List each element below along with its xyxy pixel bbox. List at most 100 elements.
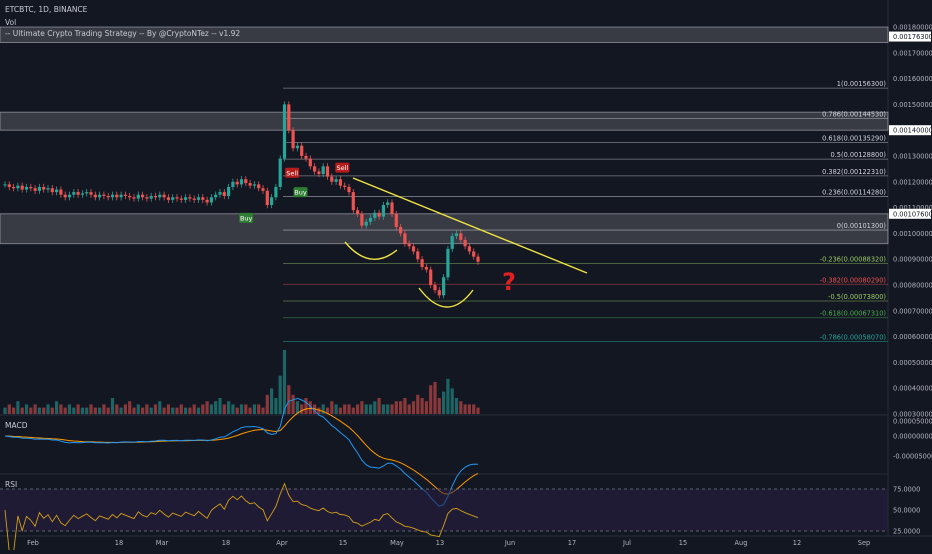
volume-bar-37 xyxy=(162,407,166,414)
volume-bar-7 xyxy=(33,404,37,414)
signal-label-2: Buy xyxy=(294,189,307,197)
rsi-tick-1: 50.0000 xyxy=(893,507,920,515)
volume-bar-10 xyxy=(46,404,50,414)
candle-body-38 xyxy=(166,197,170,200)
volume-bar-58 xyxy=(252,404,256,414)
candle-23 xyxy=(102,191,106,200)
candle-body-63 xyxy=(274,186,278,198)
volume-bar-8 xyxy=(37,407,41,414)
macd-line xyxy=(4,397,479,507)
candle-84 xyxy=(364,218,368,229)
candle-95 xyxy=(411,243,416,255)
volume-bar-45 xyxy=(196,407,201,414)
candle-body-14 xyxy=(63,194,67,198)
candle-32 xyxy=(141,191,145,201)
candle-body-51 xyxy=(222,192,226,196)
candle-body-71 xyxy=(308,158,312,167)
candle-88 xyxy=(381,201,385,220)
candle-body-55 xyxy=(239,179,244,185)
question-mark: ? xyxy=(502,268,516,296)
time-tick-12: Aug xyxy=(735,539,748,547)
fib-label-0: 1(0.00156300) xyxy=(837,80,886,88)
candle-body-97 xyxy=(420,259,424,267)
candle-5 xyxy=(24,183,29,193)
candle-25 xyxy=(110,191,115,201)
volume-bar-13 xyxy=(59,404,63,414)
time-tick-11: 15 xyxy=(679,539,687,547)
fib-label-11: -0.786(0.00058070) xyxy=(820,334,886,342)
candle-28 xyxy=(123,191,127,200)
candle-body-109 xyxy=(472,251,476,257)
volume-bar-47 xyxy=(205,401,209,414)
candle-46 xyxy=(201,194,205,203)
candle-12 xyxy=(55,186,59,196)
fib-label-5: 0.236(0.00114280) xyxy=(822,189,886,197)
candle-body-26 xyxy=(115,194,119,198)
macd-tick-2: -0.00005000 xyxy=(893,453,932,461)
candle-body-18 xyxy=(80,193,84,195)
volume-bar-33 xyxy=(145,404,149,414)
volume-bar-84 xyxy=(364,404,368,414)
volume-bar-39 xyxy=(171,407,175,414)
volume-bar-9 xyxy=(42,407,46,414)
candle-body-36 xyxy=(158,194,162,198)
candle-body-84 xyxy=(364,221,368,226)
volume-bar-21 xyxy=(93,407,97,414)
fib-label-7: -0.236(0.00088320) xyxy=(820,256,886,264)
candle-body-101 xyxy=(437,290,441,296)
volume-bar-95 xyxy=(411,401,416,414)
candle-body-50 xyxy=(218,192,222,195)
sell-signal-1: Sell xyxy=(285,167,300,178)
volume-bar-53 xyxy=(231,404,235,414)
volume-bar-38 xyxy=(166,404,170,414)
candle-35 xyxy=(153,192,158,201)
candle-48 xyxy=(209,194,213,206)
volume-bar-16 xyxy=(72,407,76,414)
candle-body-107 xyxy=(463,239,467,247)
candles xyxy=(3,101,480,299)
time-tick-6: May xyxy=(390,539,404,547)
candle-109 xyxy=(472,248,476,260)
volume-bar-102 xyxy=(442,391,446,414)
volume-bar-36 xyxy=(158,401,162,414)
candle-81 xyxy=(351,189,355,214)
candle-100 xyxy=(433,281,437,294)
volume-bar-73 xyxy=(317,407,321,414)
candle-body-45 xyxy=(196,197,201,200)
volume-bar-110 xyxy=(476,407,480,414)
volume-bar-34 xyxy=(149,407,153,414)
signal-label-0: Buy xyxy=(240,214,253,222)
volume-bar-90 xyxy=(390,404,394,414)
price-tick-10: 0.00080000 xyxy=(893,282,932,290)
zone-0 xyxy=(0,26,889,43)
candle-39 xyxy=(171,194,175,203)
volume-bar-99 xyxy=(429,385,433,414)
volume-bar-69 xyxy=(300,404,304,414)
volume-bar-74 xyxy=(321,404,325,414)
volume-bar-0 xyxy=(3,407,7,414)
candle-61 xyxy=(265,187,269,209)
volume-bar-35 xyxy=(153,404,158,414)
candle-86 xyxy=(373,209,377,222)
volume-bar-28 xyxy=(123,404,127,414)
candle-body-40 xyxy=(175,197,179,199)
candle-19 xyxy=(85,189,89,197)
candle-body-57 xyxy=(248,183,252,186)
candle-21 xyxy=(93,191,97,201)
volume-bar-78 xyxy=(338,407,342,414)
candle-34 xyxy=(149,192,153,202)
price-tick-0: 0.00180000 xyxy=(893,24,932,32)
candle-body-49 xyxy=(214,194,218,198)
volume-bar-93 xyxy=(403,398,407,414)
candle-80 xyxy=(347,183,351,196)
macd-signal-line xyxy=(4,407,479,495)
volume-bar-40 xyxy=(175,407,179,414)
volume-bar-55 xyxy=(239,404,244,414)
candle-body-29 xyxy=(128,195,132,198)
volume-bar-62 xyxy=(270,388,274,414)
candle-body-110 xyxy=(476,256,480,262)
candle-body-37 xyxy=(162,194,166,198)
volume-bar-14 xyxy=(63,407,67,414)
